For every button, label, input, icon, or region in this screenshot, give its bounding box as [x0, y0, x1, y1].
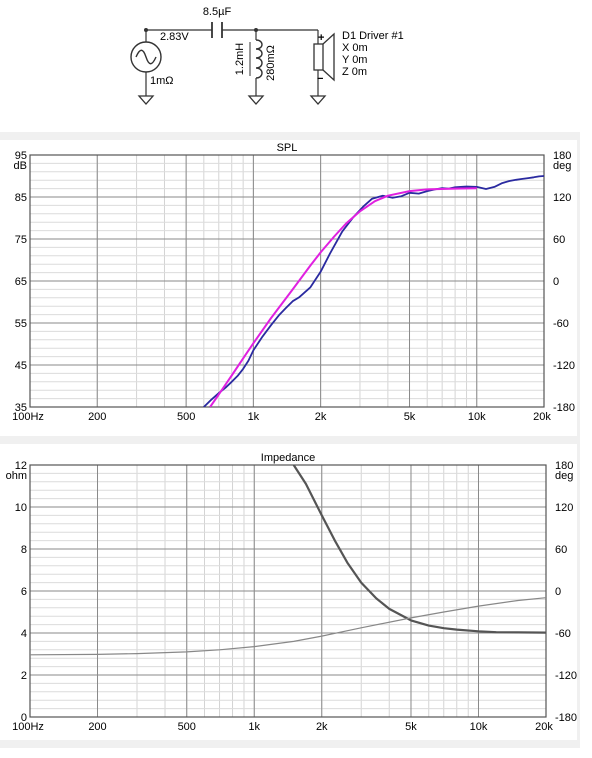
chart-title: SPL [277, 142, 298, 154]
x-tick-label: 500 [177, 411, 195, 423]
panel-divider [0, 132, 580, 140]
y2-tick-label: 0 [555, 586, 561, 598]
source-voltage-label: 2.83V [160, 31, 189, 43]
inductor-symbol[interactable] [249, 39, 263, 79]
y-tick-label: 75 [15, 234, 27, 246]
source-resistance-label: 1mΩ [150, 75, 174, 87]
inductor-value-label: 1.2mH [234, 43, 246, 75]
ground-icon [247, 95, 265, 105]
voltage-source-symbol[interactable] [130, 41, 162, 73]
y2-tick-label: 60 [555, 544, 567, 556]
driver-plus-sign: + [318, 32, 324, 44]
y-tick-label: 12 [15, 460, 27, 472]
x-tick-label: 10k [470, 721, 488, 733]
y-tick-label: 0 [21, 712, 27, 724]
panel-divider [0, 436, 580, 444]
y-tick-label: 85 [15, 192, 27, 204]
driver-z-label: Z 0m [342, 66, 367, 78]
y2-tick-label: 180 [553, 150, 571, 162]
x-tick-label: 2k [316, 721, 328, 733]
x-tick-label: 1k [248, 721, 260, 733]
y-tick-label: 95 [15, 150, 27, 162]
y-tick-label: 55 [15, 318, 27, 330]
y2-tick-label: -120 [555, 670, 577, 682]
x-tick-label: 1k [248, 411, 260, 423]
ground-icon [137, 95, 155, 105]
y-tick-label: 6 [21, 586, 27, 598]
y-tick-label: 4 [21, 628, 27, 640]
x-tick-label: 2k [315, 411, 327, 423]
ground-icon [309, 95, 327, 105]
panel-divider [577, 140, 580, 436]
y-tick-label: 2 [21, 670, 27, 682]
y-axis-unit: ohm [6, 470, 27, 482]
chart-title: Impedance [261, 452, 315, 464]
panel-divider [0, 740, 580, 748]
crossover-schematic[interactable]: 2.83V 1mΩ 8.5µF 1.2mH 280mΩ + − D1 Drive… [0, 0, 592, 112]
driver-y-label: Y 0m [342, 54, 367, 66]
driver-minus-sign: − [317, 73, 323, 85]
y2-tick-label: -180 [555, 712, 577, 724]
y2-axis-unit: deg [555, 470, 573, 482]
impedance-chart[interactable]: 100Hz 200 500 1k 2k 5k 10k 20k 12 10 8 6 4 2 0 180 120 60… [0, 444, 592, 744]
y-tick-label: 35 [15, 402, 27, 414]
x-tick-label: 100Hz [12, 721, 44, 733]
y-tick-label: 45 [15, 360, 27, 372]
driver-x-label: X 0m [342, 42, 368, 54]
series-line-1 [292, 465, 546, 634]
x-tick-label: 200 [88, 721, 106, 733]
series-line-1 [203, 175, 544, 407]
y2-tick-label: 60 [553, 234, 565, 246]
panel-divider [577, 444, 580, 740]
y2-tick-label: 120 [555, 502, 573, 514]
driver-name-label: D1 Driver #1 [342, 30, 404, 42]
y-tick-label: 10 [15, 502, 27, 514]
y2-axis-unit: deg [553, 160, 571, 172]
x-tick-label: 5k [405, 721, 417, 733]
x-tick-label: 500 [178, 721, 196, 733]
x-tick-label: 10k [468, 411, 486, 423]
x-tick-label: 5k [404, 411, 416, 423]
inductor-resistance-label: 280mΩ [265, 45, 277, 81]
junction-dot [254, 28, 258, 32]
y2-tick-label: 180 [555, 460, 573, 472]
y2-tick-label: -120 [553, 360, 575, 372]
y2-tick-label: -60 [555, 628, 571, 640]
capacitor-symbol[interactable] [208, 18, 226, 42]
y2-tick-label: 120 [553, 192, 571, 204]
series-line-2 [30, 597, 546, 656]
y-tick-label: 8 [21, 544, 27, 556]
x-tick-label: 20k [535, 721, 553, 733]
junction-dot [144, 28, 148, 32]
spl-chart[interactable]: 100Hz 200 500 1k 2k 5k 10k 20k 95 85 75 65 55 45 35 180… [0, 140, 592, 440]
x-tick-label: 100Hz [12, 411, 44, 423]
y2-tick-label: -60 [553, 318, 569, 330]
driver-speaker-symbol[interactable] [313, 32, 335, 82]
y-tick-label: 65 [15, 276, 27, 288]
plot-frame [29, 464, 547, 718]
y-axis-unit: dB [14, 160, 27, 172]
x-tick-label: 200 [88, 411, 106, 423]
y2-tick-label: 0 [553, 276, 559, 288]
series-line-2 [209, 187, 477, 407]
plot-frame [29, 154, 545, 408]
y2-tick-label: -180 [553, 402, 575, 414]
x-tick-label: 20k [533, 411, 551, 423]
capacitor-value-label: 8.5µF [203, 6, 232, 18]
